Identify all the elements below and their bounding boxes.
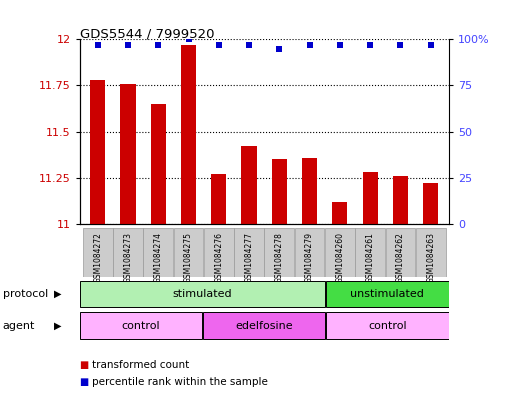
Point [93, 42, 102, 48]
Bar [295, 228, 324, 277]
Text: ▶: ▶ [54, 321, 62, 331]
Bar [416, 228, 446, 277]
Bar [423, 184, 438, 224]
Point [306, 42, 314, 48]
Text: GSM1084260: GSM1084260 [336, 232, 344, 283]
Point [336, 42, 344, 48]
Bar [80, 281, 325, 307]
Bar [302, 158, 317, 224]
Bar [181, 45, 196, 224]
Point [275, 45, 284, 51]
Bar [83, 228, 112, 277]
Bar [144, 228, 173, 277]
Text: GSM1084261: GSM1084261 [366, 232, 374, 283]
Text: GSM1084277: GSM1084277 [245, 232, 253, 283]
Point [124, 42, 132, 48]
Bar [80, 312, 202, 339]
Text: GSM1084279: GSM1084279 [305, 232, 314, 283]
Text: ■: ■ [80, 377, 89, 387]
Bar [113, 228, 143, 277]
Point [245, 42, 253, 48]
Point [184, 36, 192, 42]
Text: GSM1084275: GSM1084275 [184, 232, 193, 283]
Bar [203, 312, 325, 339]
Text: ▶: ▶ [54, 289, 62, 299]
Bar [363, 172, 378, 224]
Bar [242, 147, 256, 224]
Bar [393, 176, 408, 224]
Bar [356, 228, 385, 277]
Bar [234, 228, 264, 277]
Text: control: control [368, 321, 407, 331]
Text: protocol: protocol [3, 289, 48, 299]
Bar [326, 281, 448, 307]
Text: control: control [122, 321, 161, 331]
Text: GSM1084274: GSM1084274 [154, 232, 163, 283]
Bar [121, 84, 135, 224]
Bar [332, 202, 347, 224]
Bar [386, 228, 415, 277]
Text: GSM1084273: GSM1084273 [124, 232, 132, 283]
Bar [272, 160, 287, 224]
Bar [325, 228, 354, 277]
Point [214, 42, 223, 48]
Text: GSM1084278: GSM1084278 [275, 232, 284, 283]
Point [366, 42, 374, 48]
Bar [204, 228, 233, 277]
Text: transformed count: transformed count [92, 360, 190, 370]
Point [397, 42, 405, 48]
Text: edelfosine: edelfosine [235, 321, 293, 331]
Point [427, 42, 435, 48]
Bar [174, 228, 203, 277]
Text: GSM1084276: GSM1084276 [214, 232, 223, 283]
Text: GSM1084272: GSM1084272 [93, 232, 102, 283]
Point [154, 42, 162, 48]
Text: percentile rank within the sample: percentile rank within the sample [92, 377, 268, 387]
Text: ■: ■ [80, 360, 89, 370]
Text: GSM1084263: GSM1084263 [426, 232, 435, 283]
Text: unstimulated: unstimulated [350, 289, 424, 299]
Text: GSM1084262: GSM1084262 [396, 232, 405, 283]
Bar [90, 80, 105, 224]
Text: agent: agent [3, 321, 35, 331]
Bar [326, 312, 448, 339]
Bar [151, 104, 166, 224]
Text: stimulated: stimulated [173, 289, 232, 299]
Bar [211, 174, 226, 224]
Bar [265, 228, 294, 277]
Text: GDS5544 / 7999520: GDS5544 / 7999520 [80, 28, 214, 40]
